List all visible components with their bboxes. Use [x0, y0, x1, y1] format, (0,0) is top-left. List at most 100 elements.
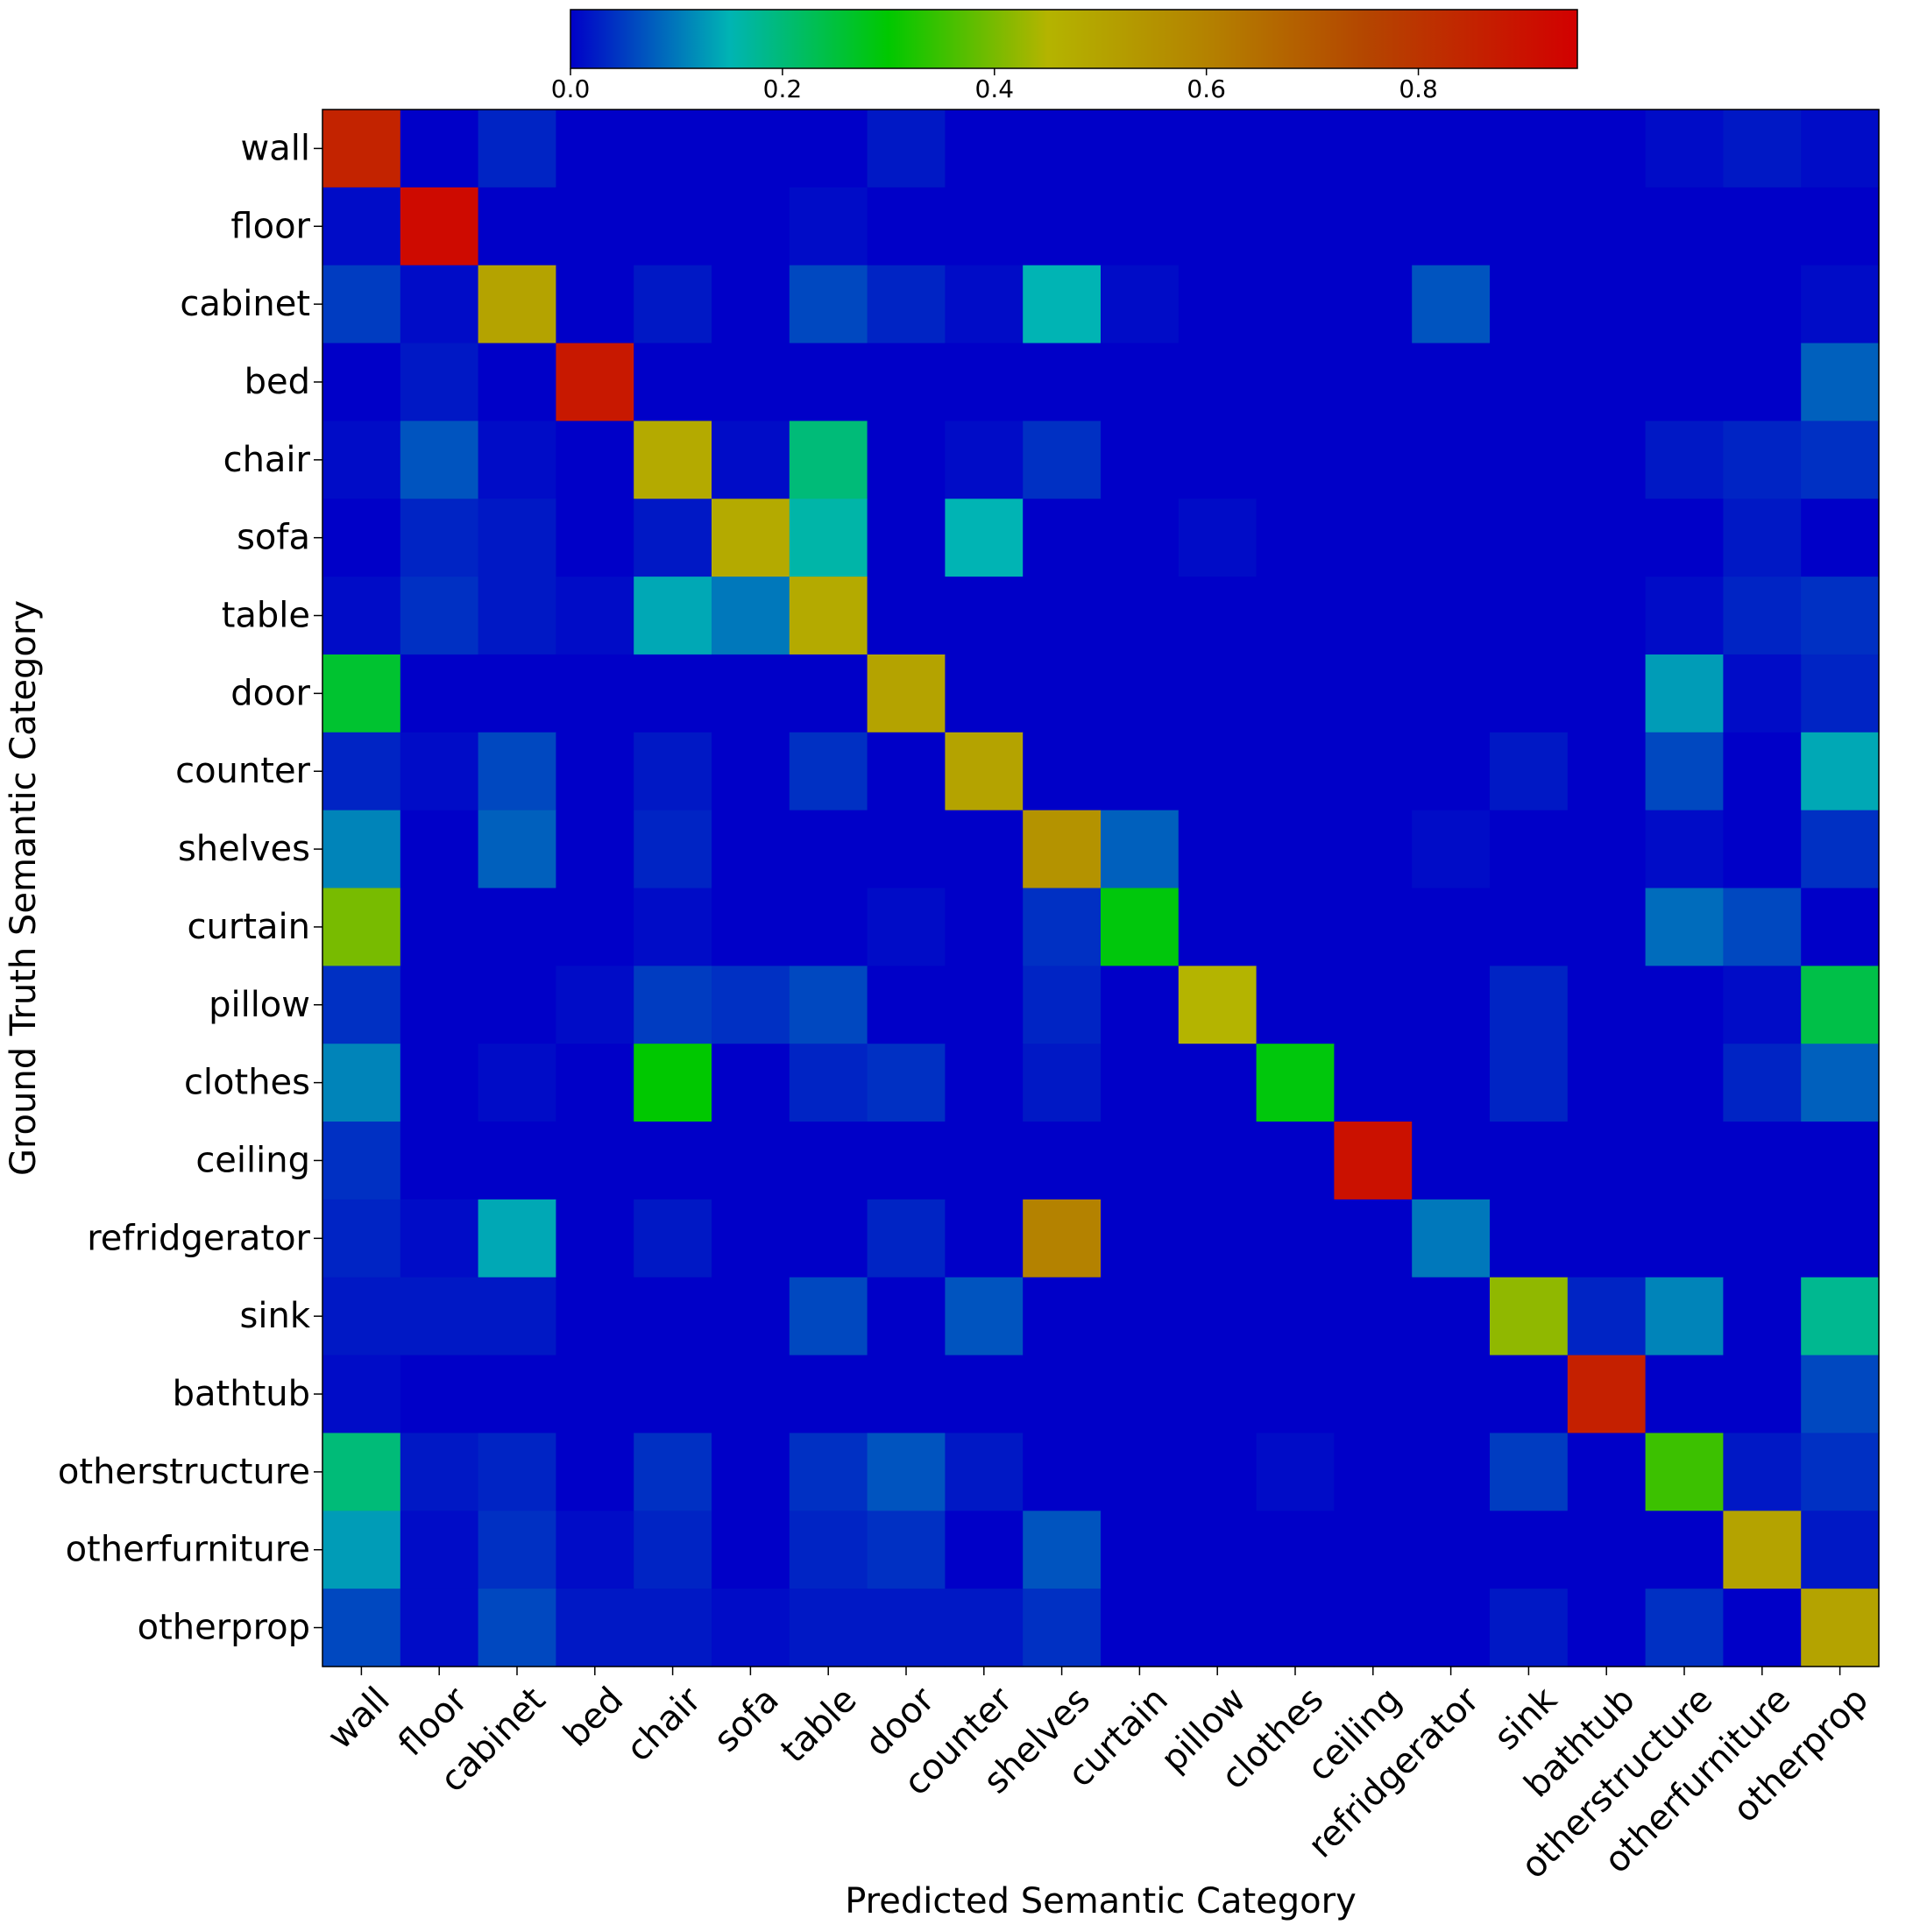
heatmap-cell-bed-floor	[400, 343, 479, 421]
heatmap-cell-pillow-curtain	[1101, 966, 1180, 1044]
heatmap-cell-refridgerator-refridgerator	[1412, 1199, 1491, 1278]
heatmap-cell-sofa-clothes	[1256, 499, 1335, 577]
heatmap-cell-bed-otherfurniture	[1723, 343, 1802, 421]
heatmap-cell-ceiling-sofa	[712, 1122, 790, 1200]
heatmap-cell-otherstructure-pillow	[1178, 1433, 1258, 1511]
heatmap-cell-otherstructure-clothes	[1256, 1433, 1335, 1511]
heatmap-cell-curtain-shelves	[1023, 888, 1102, 966]
heatmap-cell-chair-otherstructure	[1645, 421, 1724, 499]
heatmap-cell-sink-chair	[634, 1277, 712, 1356]
heatmap-cell-cabinet-otherstructure	[1645, 265, 1724, 344]
heatmap-cell-sofa-sofa	[712, 499, 790, 577]
heatmap-cell-wall-shelves	[1023, 110, 1102, 188]
heatmap-cell-sink-refridgerator	[1412, 1277, 1491, 1356]
heatmap-cell-clothes-otherprop	[1801, 1044, 1880, 1122]
heatmap-cell-floor-refridgerator	[1412, 187, 1491, 266]
heatmap-cell-bed-wall	[322, 343, 401, 421]
heatmap-cell-shelves-wall	[322, 810, 401, 889]
heatmap-cell-otherfurniture-floor	[400, 1511, 479, 1589]
heatmap-cell-otherfurniture-clothes	[1256, 1511, 1335, 1589]
heatmap-cell-sink-sofa	[712, 1277, 790, 1356]
heatmap-cell-table-shelves	[1023, 577, 1102, 655]
heatmap-cell-door-shelves	[1023, 654, 1102, 733]
colorbar-tick-label: 0.2	[763, 74, 803, 103]
heatmap-cell-bed-otherprop	[1801, 343, 1880, 421]
heatmap-cell-curtain-counter	[945, 888, 1024, 966]
heatmap-cell-floor-curtain	[1101, 187, 1180, 266]
heatmap-cell-clothes-clothes	[1256, 1044, 1335, 1122]
heatmap-cell-pillow-floor	[400, 966, 479, 1044]
heatmap-cell-clothes-pillow	[1178, 1044, 1258, 1122]
heatmap-cell-refridgerator-table	[789, 1199, 868, 1278]
heatmap-cell-sink-bed	[556, 1277, 634, 1356]
heatmap-cell-sink-ceiling	[1334, 1277, 1413, 1356]
heatmap-cell-cabinet-bathtub	[1567, 265, 1647, 344]
heatmap-cell-door-refridgerator	[1412, 654, 1491, 733]
heatmap-cell-floor-sofa	[712, 187, 790, 266]
heatmap-cell-bathtub-cabinet	[478, 1355, 556, 1434]
heatmap-cell-pillow-clothes	[1256, 966, 1335, 1044]
heatmap-cell-bed-door	[867, 343, 946, 421]
colorbar-ticks: 0.0 0.2 0.4 0.6 0.8	[551, 68, 1438, 103]
heatmap-cell-table-door	[867, 577, 946, 655]
heatmap-cell-otherfurniture-bed	[556, 1511, 634, 1589]
heatmap-cell-refridgerator-bathtub	[1567, 1199, 1647, 1278]
heatmap-cell-chair-otherfurniture	[1723, 421, 1802, 499]
heatmap-cell-floor-sink	[1490, 187, 1569, 266]
heatmap-cell-bed-curtain	[1101, 343, 1180, 421]
heatmap-cell-otherprop-door	[867, 1589, 946, 1667]
heatmap-cell-cabinet-cabinet	[478, 265, 556, 344]
heatmap-cell-refridgerator-sofa	[712, 1199, 790, 1278]
heatmap-cell-refridgerator-otherprop	[1801, 1199, 1880, 1278]
heatmap-cell-bathtub-refridgerator	[1412, 1355, 1491, 1434]
heatmap-cell-curtain-chair	[634, 888, 712, 966]
heatmap-cell-counter-table	[789, 732, 868, 811]
heatmap-cell-chair-sink	[1490, 421, 1569, 499]
heatmap-cell-counter-pillow	[1178, 732, 1258, 811]
heatmap-cell-sink-table	[789, 1277, 868, 1356]
heatmap-cell-otherfurniture-shelves	[1023, 1511, 1102, 1589]
heatmap-cell-bathtub-clothes	[1256, 1355, 1335, 1434]
heatmap-cell-otherstructure-table	[789, 1433, 868, 1511]
heatmap-cell-pillow-ceiling	[1334, 966, 1413, 1044]
heatmap-cell-sink-otherfurniture	[1723, 1277, 1802, 1356]
heatmap-cell-sink-door	[867, 1277, 946, 1356]
heatmap-cell-otherstructure-bed	[556, 1433, 634, 1511]
heatmap-cell-cabinet-curtain	[1101, 265, 1180, 344]
heatmap-cell-counter-bathtub	[1567, 732, 1647, 811]
heatmap-cell-sink-curtain	[1101, 1277, 1180, 1356]
heatmap-cell-floor-clothes	[1256, 187, 1335, 266]
heatmap-cell-otherfurniture-otherstructure	[1645, 1511, 1724, 1589]
heatmap-cell-wall-chair	[634, 110, 712, 188]
heatmap-cell-otherprop-bed	[556, 1589, 634, 1667]
heatmap-cell-curtain-clothes	[1256, 888, 1335, 966]
heatmap-cell-floor-counter	[945, 187, 1024, 266]
heatmap-cell-pillow-bathtub	[1567, 966, 1647, 1044]
heatmap-cell-wall-refridgerator	[1412, 110, 1491, 188]
x-tick-label-table: table	[773, 1680, 864, 1771]
heatmap-cell-otherfurniture-otherprop	[1801, 1511, 1880, 1589]
heatmap-cell-shelves-table	[789, 810, 868, 889]
heatmap-cell-sink-sink	[1490, 1277, 1569, 1356]
heatmap-cell-counter-otherfurniture	[1723, 732, 1802, 811]
heatmap-cell-sofa-bed	[556, 499, 634, 577]
heatmap-cell-otherstructure-door	[867, 1433, 946, 1511]
heatmap-cell-sink-cabinet	[478, 1277, 556, 1356]
heatmap-cell-refridgerator-sink	[1490, 1199, 1569, 1278]
heatmap-cell-counter-ceiling	[1334, 732, 1413, 811]
heatmap-cell-bed-counter	[945, 343, 1024, 421]
heatmap-cell-table-pillow	[1178, 577, 1258, 655]
heatmap-cell-sofa-refridgerator	[1412, 499, 1491, 577]
heatmap-cell-refridgerator-clothes	[1256, 1199, 1335, 1278]
heatmap-cell-ceiling-clothes	[1256, 1122, 1335, 1200]
heatmap-cell-sofa-curtain	[1101, 499, 1180, 577]
x-axis-label: Predicted Semantic Category	[845, 1881, 1357, 1921]
heatmap-cell-table-bathtub	[1567, 577, 1647, 655]
y-tick-label-wall: wall	[241, 128, 310, 168]
heatmap-cell-cabinet-wall	[322, 265, 401, 344]
heatmap-cell-ceiling-curtain	[1101, 1122, 1180, 1200]
heatmap-cell-shelves-curtain	[1101, 810, 1180, 889]
heatmap-cell-otherfurniture-sink	[1490, 1511, 1569, 1589]
heatmap-cell-otherprop-otherprop	[1801, 1589, 1880, 1667]
heatmap-cell-clothes-otherfurniture	[1723, 1044, 1802, 1122]
